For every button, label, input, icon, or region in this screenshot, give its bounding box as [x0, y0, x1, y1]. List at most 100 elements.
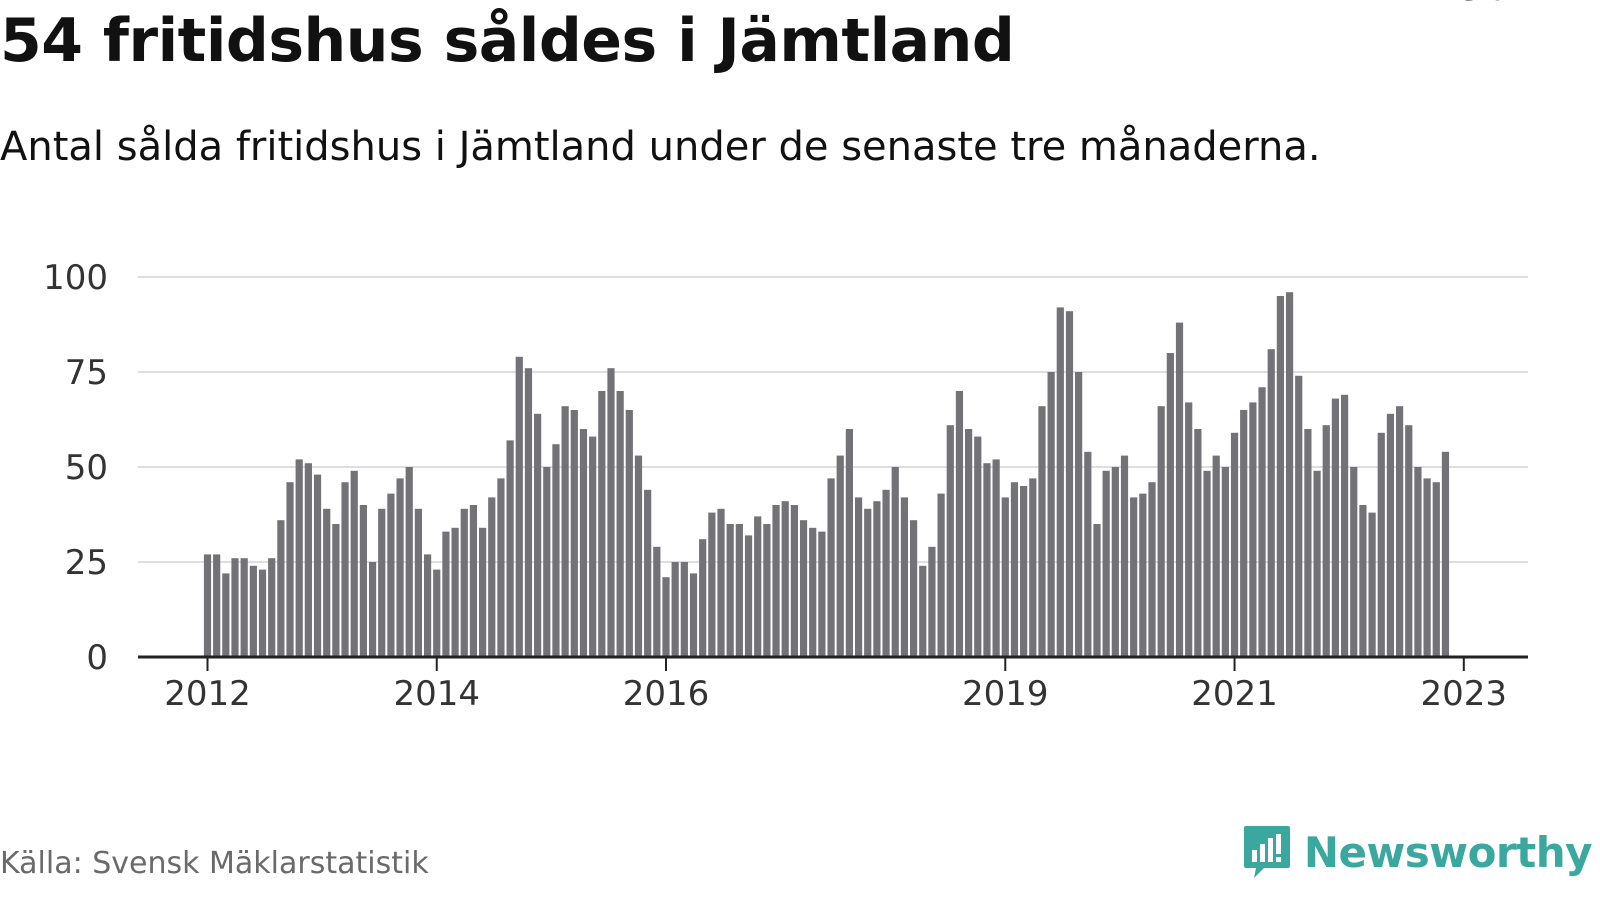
bar [1029, 478, 1037, 657]
bar [1120, 455, 1129, 657]
bar [323, 508, 331, 657]
source-note: Källa: Svensk Mäklarstatistik [0, 846, 429, 881]
bar [313, 474, 322, 657]
bar [974, 436, 982, 657]
bar [414, 508, 423, 657]
bar [368, 562, 377, 657]
bar [405, 467, 413, 657]
bar [1230, 432, 1239, 657]
bar [644, 489, 652, 657]
y-tick-label: 0 [86, 638, 108, 678]
annotation-layer: 54 [1459, 0, 1505, 9]
bar [809, 527, 817, 657]
bar [497, 478, 505, 657]
bar-chart: 0 25 50 75 100 2012 2014 2016 2019 2021 2023 54 [43, 0, 1528, 714]
bar [1386, 413, 1395, 657]
bar [1304, 429, 1312, 657]
bar [1047, 372, 1055, 657]
bar [534, 413, 542, 657]
bar [836, 455, 844, 657]
bar [231, 558, 239, 657]
x-tick-label: 2014 [393, 674, 480, 714]
bar [1157, 406, 1165, 657]
bar [735, 524, 743, 657]
bar [653, 546, 661, 657]
bar [561, 406, 569, 657]
bar [1148, 482, 1156, 657]
bar [1065, 311, 1074, 657]
bar [1056, 307, 1064, 657]
bar [1331, 398, 1340, 657]
bar [1258, 387, 1266, 657]
bar [1111, 467, 1119, 657]
bar [992, 459, 1000, 657]
bar [845, 429, 853, 657]
bar [378, 508, 386, 657]
bar [864, 508, 872, 657]
x-tick-label: 2016 [623, 674, 710, 714]
bar [937, 493, 945, 657]
bar [983, 463, 991, 657]
bar [717, 508, 725, 657]
bar [451, 527, 459, 657]
bar [524, 368, 533, 657]
bar [515, 356, 523, 657]
bar [268, 558, 276, 657]
bar [790, 505, 798, 657]
bar [570, 410, 578, 657]
bar [1441, 451, 1450, 657]
bar [799, 520, 808, 657]
bar [1010, 482, 1019, 657]
bar [1221, 467, 1229, 657]
bar [1001, 497, 1009, 657]
bar [469, 505, 478, 657]
brand-logo[interactable]: Newsworthy [1242, 824, 1593, 880]
x-tick-label: 2012 [164, 674, 251, 714]
bar [277, 520, 285, 657]
bar [662, 577, 670, 657]
bar [1185, 402, 1193, 657]
bar [928, 546, 936, 657]
bar [295, 459, 303, 657]
bar [1166, 353, 1174, 657]
bar [258, 569, 267, 657]
bar [754, 516, 762, 657]
bar [1020, 486, 1028, 657]
bar [680, 562, 688, 657]
bar [396, 478, 404, 657]
bar [460, 508, 468, 657]
chart-title: 54 fritidshus såldes i Jämtland [0, 6, 1015, 76]
bar [1240, 410, 1248, 657]
bar [203, 554, 212, 657]
bar [1423, 478, 1431, 657]
bar [1175, 322, 1184, 657]
bar [1340, 394, 1349, 657]
bar [341, 482, 349, 657]
bar [506, 440, 514, 657]
bar [909, 520, 918, 657]
bar [488, 497, 496, 657]
bar [1359, 505, 1367, 657]
bar [671, 562, 679, 657]
bar [1139, 493, 1147, 657]
bar [882, 489, 890, 657]
highlight-value-label: 54 [1459, 0, 1505, 9]
y-tick-label: 25 [65, 543, 108, 583]
bar [213, 554, 221, 657]
bar [240, 558, 248, 657]
y-tick-label: 100 [43, 258, 108, 298]
brand-name: Newsworthy [1303, 827, 1593, 877]
bar [1377, 432, 1385, 657]
bar [900, 497, 909, 657]
bar [304, 463, 312, 657]
bar [607, 368, 615, 657]
bar [873, 501, 881, 657]
newsworthy-logo-icon [1243, 826, 1290, 878]
y-tick-label: 50 [65, 448, 108, 488]
bar [359, 505, 367, 657]
bar [1203, 470, 1211, 657]
y-axis-ticks: 0 25 50 75 100 [43, 258, 108, 678]
bar [689, 573, 698, 657]
bar [1414, 467, 1422, 657]
x-tick-label: 2023 [1421, 674, 1508, 714]
